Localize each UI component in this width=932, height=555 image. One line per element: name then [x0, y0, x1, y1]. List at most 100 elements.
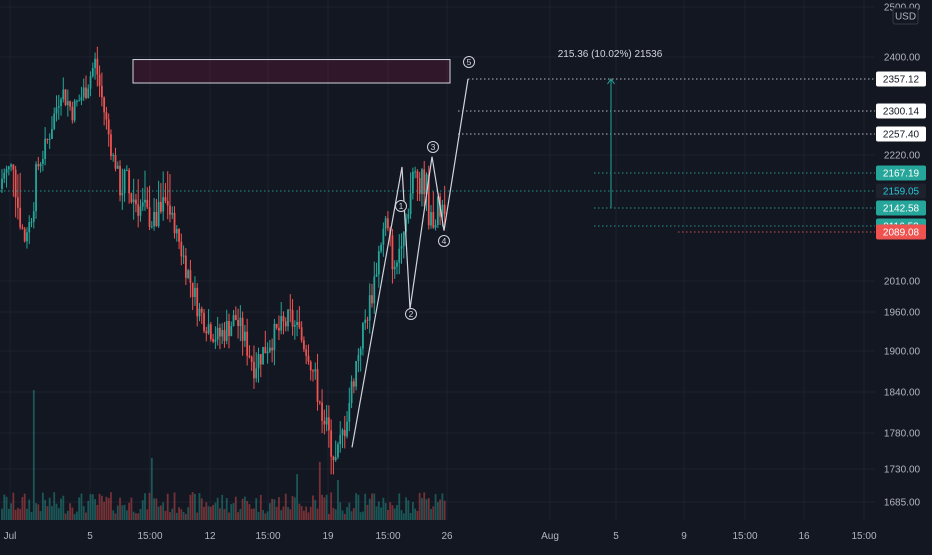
price-tag-bg-2257.40 [876, 126, 926, 142]
candle-body [289, 309, 292, 311]
candle-body [219, 327, 221, 337]
x-tick-label: 9 [681, 531, 687, 542]
volume-bar [443, 500, 446, 520]
volume-bar [144, 493, 146, 520]
volume-bar [271, 498, 274, 520]
candle-body [69, 101, 71, 107]
volume-bar [237, 512, 239, 520]
candle-body [155, 211, 158, 227]
volume-bar [375, 506, 378, 520]
volume-bar [191, 492, 194, 520]
candle-body [384, 218, 387, 229]
candle-body [200, 308, 203, 313]
volume-bar [178, 507, 180, 520]
candle-body [441, 204, 444, 217]
candle-body [241, 317, 244, 341]
volume-bar [132, 511, 135, 520]
candle-body [121, 192, 124, 196]
volume-bar [187, 507, 190, 520]
price-tag-2357.12: 2357.12 [883, 75, 920, 86]
candle-body [94, 58, 96, 68]
volume-bar [402, 513, 405, 520]
volume-bar [60, 498, 62, 520]
candle-body [368, 295, 371, 321]
volume-bar [309, 506, 312, 520]
volume-bar [284, 493, 287, 520]
volume-bar [53, 492, 56, 520]
volume-bar [209, 506, 212, 520]
volume-bar [32, 390, 35, 520]
candle-body [14, 169, 17, 198]
candle-body [212, 339, 215, 342]
volume-bar [91, 494, 94, 520]
projection-label: 215.36 (10.02%) 21536 [558, 49, 663, 60]
volume-bar [148, 492, 151, 520]
volume-bar [359, 512, 362, 520]
candle-body [312, 370, 314, 372]
wave-label-4: 4 [442, 236, 447, 246]
volume-bar [339, 502, 342, 520]
volume-bar [327, 513, 330, 520]
candle-body [216, 327, 219, 340]
volume-bar [255, 498, 258, 520]
volume-bar [228, 512, 230, 520]
volume-bar [160, 505, 162, 520]
volume-bar [205, 502, 208, 520]
volume-bar [30, 512, 33, 520]
y-tick-label: 1730.00 [884, 465, 921, 476]
candle-body [377, 251, 380, 275]
candle-body [423, 169, 426, 195]
volume-bar [441, 493, 444, 520]
volume-bar [266, 511, 269, 520]
volume-bar [316, 508, 319, 520]
volume-bar [71, 507, 74, 520]
supply-zone-rect [132, 59, 451, 84]
volume-bar [203, 506, 205, 520]
candle-body [71, 106, 74, 121]
volume-bar [110, 492, 112, 520]
candle-body [416, 171, 419, 179]
price-tag-bg-2089.08 [876, 224, 926, 240]
candle-body [407, 214, 410, 219]
candle-body [105, 112, 108, 120]
volume-bar [357, 494, 360, 520]
candle-body [82, 87, 85, 98]
candle-body [318, 401, 321, 403]
y-tick-label: 1840.00 [884, 388, 921, 399]
volume-bar [280, 510, 283, 520]
candle-body [91, 67, 94, 77]
wave-label-circle-3 [427, 141, 439, 153]
volume-bar [275, 506, 278, 520]
candle-body [402, 231, 405, 247]
volume-bar [182, 511, 185, 520]
candle-body [160, 201, 162, 212]
candle-body [73, 100, 76, 121]
candle-body [196, 287, 199, 317]
volume-bar [96, 504, 99, 520]
candle-body [64, 89, 67, 106]
candle-body [205, 331, 208, 334]
x-tick-label: 5 [87, 531, 93, 542]
volume-bar [184, 513, 187, 520]
volume-bar [414, 508, 417, 520]
candle-body [1, 178, 3, 189]
candle-body [332, 456, 335, 461]
volume-bar [405, 497, 407, 520]
candle-body [37, 164, 40, 167]
candle-body [400, 246, 403, 249]
volume-bar [23, 493, 26, 520]
volume-bar [416, 510, 419, 520]
candle-body [21, 227, 24, 229]
candle-body [298, 321, 301, 328]
volume-bar [16, 507, 19, 520]
volume-bar [380, 507, 382, 520]
candle-body [250, 356, 253, 362]
candle-body [339, 434, 342, 445]
candle-body [314, 369, 317, 372]
candle-body [146, 199, 149, 208]
candle-body [189, 270, 192, 283]
candle-body [78, 100, 81, 102]
volume-bar [28, 499, 31, 520]
